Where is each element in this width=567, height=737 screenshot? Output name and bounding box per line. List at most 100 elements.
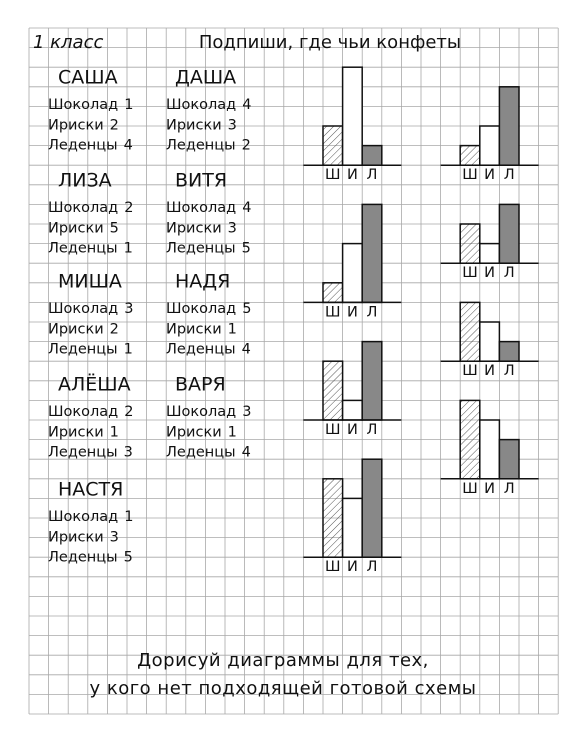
item-value: 1 (124, 342, 133, 358)
item-value: 1 (228, 424, 237, 440)
footer-line: Дорисуй диаграммы для тех, (137, 650, 429, 671)
item-value: 1 (124, 97, 133, 113)
item-label: Леденцы (48, 550, 118, 566)
item-value: 4 (242, 342, 251, 358)
item-label: Леденцы (166, 445, 236, 461)
bar-label: Ш (325, 304, 341, 320)
item-label: Шоколад (166, 97, 236, 113)
person-name: САША (58, 67, 118, 89)
item-value: 4 (124, 138, 133, 154)
bar (322, 360, 344, 421)
bar (459, 223, 481, 264)
bar-label: И (347, 304, 358, 320)
person-name: ДАША (175, 67, 236, 89)
item-label: Леденцы (48, 241, 118, 257)
item-label: Шоколад (48, 200, 118, 216)
item-value: 4 (242, 445, 251, 461)
item-value: 1 (110, 424, 119, 440)
item-value: 3 (228, 220, 237, 236)
item-value: 2 (124, 200, 133, 216)
bar-label: Л (504, 167, 515, 183)
bar-label: Ш (325, 422, 341, 438)
bar (361, 340, 383, 421)
bar (459, 399, 481, 480)
footer-line: у кого нет подходящей готовой схемы (89, 678, 476, 699)
item-value: 3 (242, 404, 251, 420)
bar (479, 125, 501, 166)
item-label: Ириски (48, 529, 104, 545)
bar (361, 203, 383, 304)
bar (341, 497, 363, 558)
item-value: 3 (110, 529, 119, 545)
bar (479, 419, 501, 480)
bar (361, 458, 383, 558)
bar-label: Л (367, 422, 378, 438)
bar (459, 301, 481, 362)
item-label: Леденцы (48, 138, 118, 154)
bar-label: Л (367, 304, 378, 320)
bar-label: Ш (462, 481, 478, 497)
item-value: 3 (124, 445, 133, 461)
item-value: 1 (124, 241, 133, 257)
item-value: 3 (124, 301, 133, 317)
item-label: Леденцы (48, 342, 118, 358)
item-label: Леденцы (166, 241, 236, 257)
bar (322, 478, 344, 558)
item-label: Ириски (166, 321, 222, 337)
bar (322, 282, 344, 304)
item-label: Ириски (48, 220, 104, 236)
item-value: 3 (228, 117, 237, 133)
item-label: Леденцы (48, 445, 118, 461)
bar-label: Ш (462, 265, 478, 281)
item-label: Ириски (48, 117, 104, 133)
bar-label: И (347, 422, 358, 438)
item-value: 5 (242, 301, 251, 317)
person-name: АЛЁША (58, 373, 131, 396)
item-value: 4 (242, 200, 251, 216)
item-label: Шоколад (48, 301, 118, 317)
grade: 1 класс (33, 32, 103, 53)
bar-label: Л (504, 481, 515, 497)
bar (479, 242, 501, 264)
person-name: НАДЯ (175, 271, 230, 293)
bar-label: Ш (462, 363, 478, 379)
item-label: Ириски (166, 117, 222, 133)
bar-label: И (484, 481, 495, 497)
item-value: 2 (242, 138, 251, 154)
bar (498, 438, 520, 480)
item-label: Ириски (48, 424, 104, 440)
title: Подпиши, где чьи конфеты (199, 32, 461, 53)
item-label: Леденцы (166, 138, 236, 154)
bar (341, 66, 363, 166)
item-value: 2 (124, 404, 133, 420)
item-label: Ириски (166, 220, 222, 236)
bar (322, 125, 344, 166)
item-label: Леденцы (166, 342, 236, 358)
bar (498, 86, 520, 166)
item-label: Шоколад (48, 404, 118, 420)
bar-label: И (484, 167, 495, 183)
item-label: Шоколад (166, 404, 236, 420)
person-name: НАСТЯ (58, 479, 123, 501)
bar-label: Л (367, 559, 378, 575)
bar (341, 242, 363, 304)
bar (498, 340, 520, 362)
item-label: Шоколад (48, 509, 118, 525)
bar (498, 203, 520, 264)
person-name: МИША (58, 271, 122, 293)
bar-label: И (347, 559, 358, 575)
item-label: Ириски (166, 424, 222, 440)
bar-label: И (347, 167, 358, 183)
item-value: 2 (110, 321, 119, 337)
person-name: ВАРЯ (175, 374, 226, 396)
item-value: 5 (242, 241, 251, 257)
item-label: Шоколад (166, 200, 236, 216)
bar-label: Л (367, 167, 378, 183)
bar-label: Ш (325, 167, 341, 183)
item-value: 1 (124, 509, 133, 525)
item-label: Шоколад (48, 97, 118, 113)
item-value: 4 (242, 97, 251, 113)
person-name: ЛИЗА (58, 170, 112, 192)
bar-label: И (484, 363, 495, 379)
